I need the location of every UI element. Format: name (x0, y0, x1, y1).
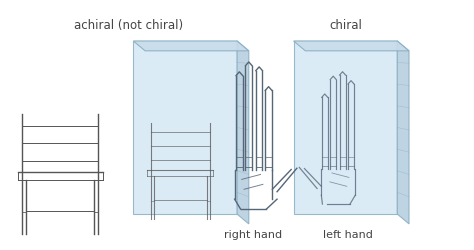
Polygon shape (133, 41, 249, 51)
Text: right hand: right hand (224, 230, 283, 240)
Polygon shape (397, 41, 409, 224)
Text: left hand: left hand (323, 230, 373, 240)
Bar (293, 41, 397, 214)
Text: chiral: chiral (329, 19, 362, 32)
Polygon shape (293, 41, 409, 51)
Polygon shape (237, 41, 249, 224)
Text: achiral (not chiral): achiral (not chiral) (74, 19, 183, 32)
Bar (133, 41, 237, 214)
